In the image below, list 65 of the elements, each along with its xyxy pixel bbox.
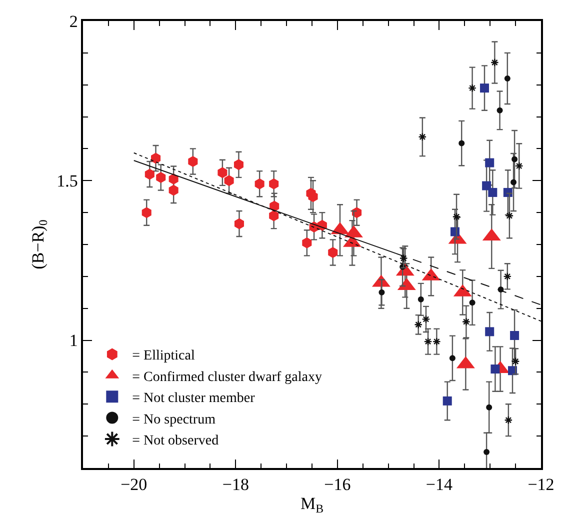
point bbox=[442, 396, 452, 406]
point bbox=[505, 212, 514, 220]
x-tick-label: −20 bbox=[120, 475, 148, 494]
point bbox=[302, 237, 312, 248]
point bbox=[328, 246, 338, 258]
point bbox=[486, 404, 492, 410]
legend-label: = No spectrum bbox=[132, 412, 216, 428]
point bbox=[308, 191, 318, 202]
point bbox=[234, 159, 244, 170]
x-tick-label: −14 bbox=[426, 475, 454, 494]
x-axis-title: M$_{B}$ bbox=[300, 494, 324, 516]
point bbox=[254, 178, 264, 190]
point bbox=[151, 152, 161, 164]
point bbox=[414, 320, 423, 329]
legend-label: = Confirmed cluster dwarf galaxy bbox=[132, 370, 322, 385]
point bbox=[510, 331, 520, 340]
point bbox=[490, 364, 500, 374]
x-tick-label: −18 bbox=[222, 475, 249, 494]
point bbox=[399, 254, 408, 262]
point bbox=[504, 75, 510, 82]
point bbox=[142, 207, 152, 218]
y-tick-label: 2 bbox=[69, 12, 78, 31]
point bbox=[269, 210, 279, 222]
point bbox=[514, 162, 524, 170]
point bbox=[418, 296, 424, 302]
point bbox=[144, 168, 154, 180]
point bbox=[490, 58, 499, 67]
point bbox=[485, 327, 494, 336]
point bbox=[458, 140, 465, 146]
y-tick-label: 1 bbox=[69, 331, 78, 350]
point bbox=[424, 337, 432, 346]
point bbox=[510, 179, 517, 186]
point bbox=[496, 107, 503, 114]
point bbox=[485, 158, 494, 168]
point bbox=[168, 184, 178, 196]
x-tick-label: −12 bbox=[528, 475, 554, 494]
point bbox=[168, 174, 178, 185]
point bbox=[512, 156, 518, 162]
point bbox=[504, 416, 513, 424]
point bbox=[224, 175, 234, 186]
point bbox=[503, 272, 512, 281]
point bbox=[480, 84, 490, 93]
point bbox=[378, 289, 385, 296]
point bbox=[418, 132, 427, 142]
point bbox=[432, 337, 441, 346]
x-tick-label: −16 bbox=[324, 475, 351, 494]
point bbox=[488, 188, 498, 197]
point bbox=[462, 318, 470, 326]
point bbox=[469, 300, 476, 306]
point bbox=[218, 167, 228, 178]
point bbox=[234, 218, 244, 230]
point bbox=[482, 181, 492, 190]
point bbox=[452, 212, 461, 221]
legend-label: = Not cluster member bbox=[132, 391, 256, 406]
point bbox=[449, 355, 456, 362]
y-tick-label: 1.5 bbox=[56, 172, 78, 191]
point bbox=[188, 156, 198, 167]
point bbox=[422, 315, 430, 324]
point bbox=[468, 84, 476, 92]
point bbox=[156, 172, 166, 183]
point bbox=[511, 357, 520, 366]
legend-label: = Elliptical bbox=[132, 348, 195, 364]
point bbox=[484, 449, 490, 456]
point bbox=[269, 178, 279, 190]
legend-label: = Not observed bbox=[132, 433, 219, 448]
